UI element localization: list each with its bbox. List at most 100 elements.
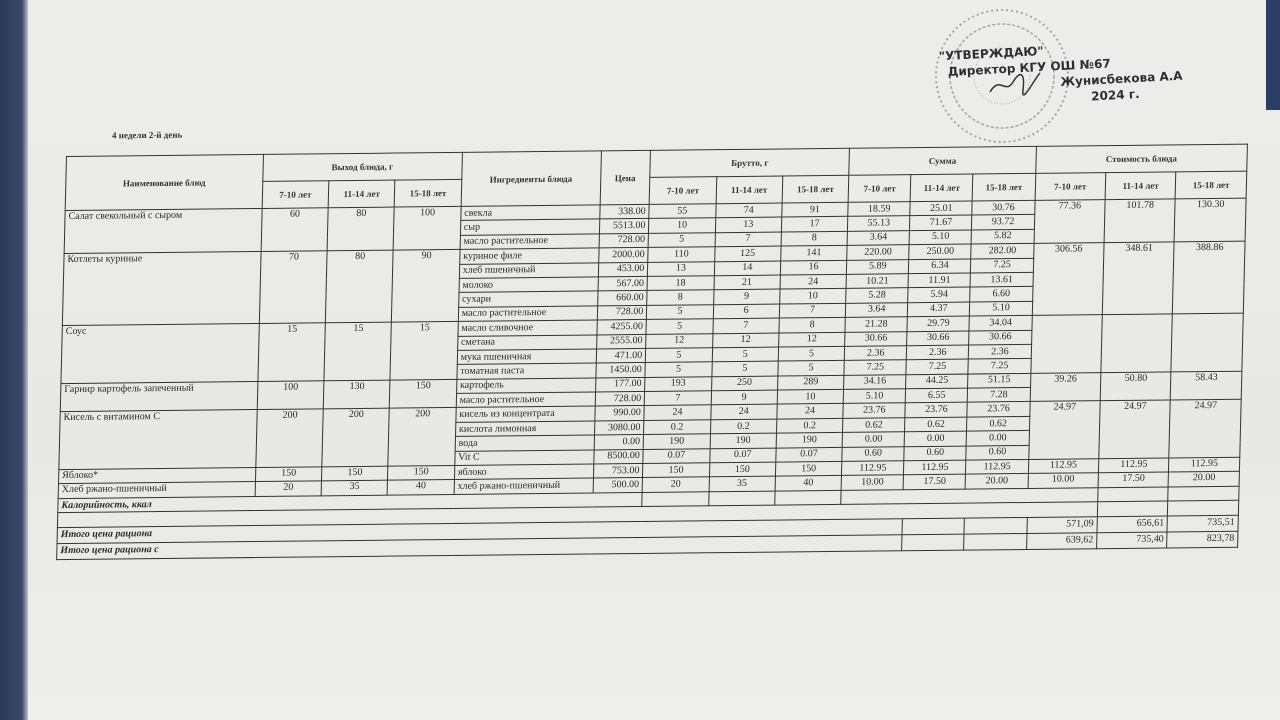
ingredient-brutto: 91 (781, 202, 849, 218)
header-yield-age-1: 11-14 лет (328, 180, 396, 208)
header-price: Цена (599, 150, 651, 205)
ingredient-price: 471.00 (595, 348, 646, 364)
ingredient-name: кислота лимонная (455, 420, 595, 437)
ingredient-sum: 44.25 (905, 373, 969, 389)
dish-name: Котлеты куриные (62, 251, 261, 326)
menu-table-wrapper: Наименование блюд Выход блюда, г Ингреди… (56, 144, 1248, 560)
ingredient-name: сыр (460, 219, 600, 236)
ingredient-sum: 20.00 (965, 473, 1029, 489)
header-cost: Стоимость блюда (1035, 144, 1248, 174)
ingredient-brutto: 55 (649, 203, 716, 219)
ingredient-name: масло сливочное (457, 320, 597, 336)
dish-cost: 24.97 (1098, 400, 1171, 459)
ingredient-sum: 250.00 (909, 244, 972, 260)
ingredient-brutto: 150 (775, 461, 842, 477)
header-brutto-age-0: 7-10 лет (649, 176, 717, 205)
dish-cost: 39.26 (1029, 372, 1101, 402)
total-value: 823,78 (1167, 530, 1238, 548)
ingredient-brutto: 18 (647, 275, 714, 291)
ingredient-price: 2555.00 (596, 333, 647, 349)
ingredient-brutto: 9 (710, 390, 778, 406)
ingredient-brutto: 24 (710, 404, 778, 420)
ingredient-sum: 23.76 (905, 402, 968, 418)
ingredient-sum: 10.21 (846, 273, 909, 289)
dish-cost (1030, 314, 1103, 374)
ingredient-brutto: 20 (642, 477, 710, 493)
total-empty (964, 533, 1027, 550)
ingredient-sum: 112.95 (841, 460, 905, 476)
ingredient-sum: 5.10 (969, 301, 1033, 317)
ingredient-brutto: 8 (778, 317, 846, 333)
ingredient-sum: 23.76 (967, 401, 1030, 417)
dish-yield: 150 (389, 379, 457, 409)
ingredient-name: масло растительное (458, 305, 598, 322)
ingredient-price: 728.00 (598, 233, 649, 249)
ingredient-name: масло растительное (455, 392, 596, 408)
total-value: 735,40 (1096, 531, 1168, 549)
ingredient-name: кисель из концентрата (455, 406, 595, 423)
ingredient-sum: 17.50 (903, 474, 966, 490)
header-yield-age-0: 7-10 лет (261, 180, 329, 209)
ingredient-brutto: 190 (776, 432, 843, 448)
ingredient-sum: 10.00 (841, 475, 904, 491)
ingredient-sum: 2.36 (968, 344, 1032, 360)
ingredient-brutto: 7 (714, 231, 782, 247)
ingredient-brutto: 13 (647, 261, 715, 277)
ingredient-sum: 30.66 (906, 330, 970, 346)
ingredient-brutto: 150 (709, 462, 776, 478)
ingredient-brutto: 5 (711, 346, 779, 363)
ingredient-brutto: 190 (709, 433, 777, 449)
dish-cost: 101.78 (1104, 198, 1176, 243)
dish-cost (1100, 314, 1173, 373)
dish-yield: 70 (259, 250, 328, 324)
ingredient-sum: 2.36 (906, 344, 970, 361)
ingredient-brutto: 0.2 (643, 419, 711, 435)
ingredient-brutto: 0.2 (776, 418, 844, 434)
ingredient-sum: 0.62 (842, 417, 906, 433)
ingredient-sum: 0.00 (966, 430, 1030, 446)
ingredient-brutto: 0.07 (643, 448, 710, 464)
header-brutto: Брутто, г (650, 148, 850, 178)
ingredient-sum: 34.16 (843, 374, 907, 390)
ingredient-brutto: 16 (780, 259, 847, 275)
dish-yield: 150 (387, 465, 455, 481)
ingredient-sum: 18.59 (847, 201, 911, 217)
ingredient-price: 4255.00 (596, 319, 647, 335)
ingredient-price: 3080.00 (594, 420, 645, 436)
total-empty (902, 517, 965, 535)
ingredient-price: 1450.00 (595, 362, 646, 378)
ingredient-sum: 0.00 (904, 431, 967, 447)
ingredient-brutto: 7 (712, 318, 780, 334)
ingredient-brutto: 74 (715, 203, 782, 219)
dish-cost: 348.61 (1102, 242, 1175, 315)
ingredient-sum: 0.60 (841, 446, 905, 462)
menu-cost-table: Наименование блюд Выход блюда, г Ингреди… (56, 144, 1248, 560)
ingredient-price: 728.00 (596, 305, 647, 321)
ingredient-sum: 30.66 (844, 331, 908, 347)
dish-yield: 100 (257, 380, 325, 410)
ingredient-brutto: 289 (777, 375, 845, 391)
ingredient-brutto: 24 (776, 403, 844, 419)
dish-cost: 50.80 (1100, 371, 1172, 402)
ingredient-sum: 71.67 (909, 215, 973, 231)
ingredient-brutto: 8 (646, 290, 714, 306)
header-cost-age-2: 15-18 лет (1175, 171, 1247, 199)
dish-yield: 130 (323, 379, 391, 410)
calories-cell (708, 490, 775, 506)
ingredient-brutto: 5 (646, 318, 713, 334)
ingredient-sum: 6.34 (908, 258, 972, 274)
ingredient-name: хлеб пшеничный (459, 262, 599, 279)
dish-yield: 200 (321, 408, 390, 467)
dish-cost: 112.95 (1168, 457, 1240, 473)
ingredient-brutto: 10 (779, 288, 847, 304)
ingredient-brutto: 24 (779, 274, 847, 290)
header-ingredients: Ингредиенты блюда (460, 150, 602, 207)
ingredient-sum: 7.25 (970, 257, 1034, 273)
ingredient-sum: 3.64 (847, 230, 910, 246)
ingredient-sum: 13.61 (970, 272, 1033, 288)
ingredient-brutto: 193 (644, 376, 712, 392)
dish-yield: 100 (393, 206, 461, 251)
ingredient-brutto: 0.2 (710, 418, 777, 435)
approval-block: "УТВЕРЖДАЮ" Директор КГУ ОШ №67 Жунисбек… (938, 36, 1183, 113)
dish-name: Салат свекольный с сыром (64, 208, 262, 254)
